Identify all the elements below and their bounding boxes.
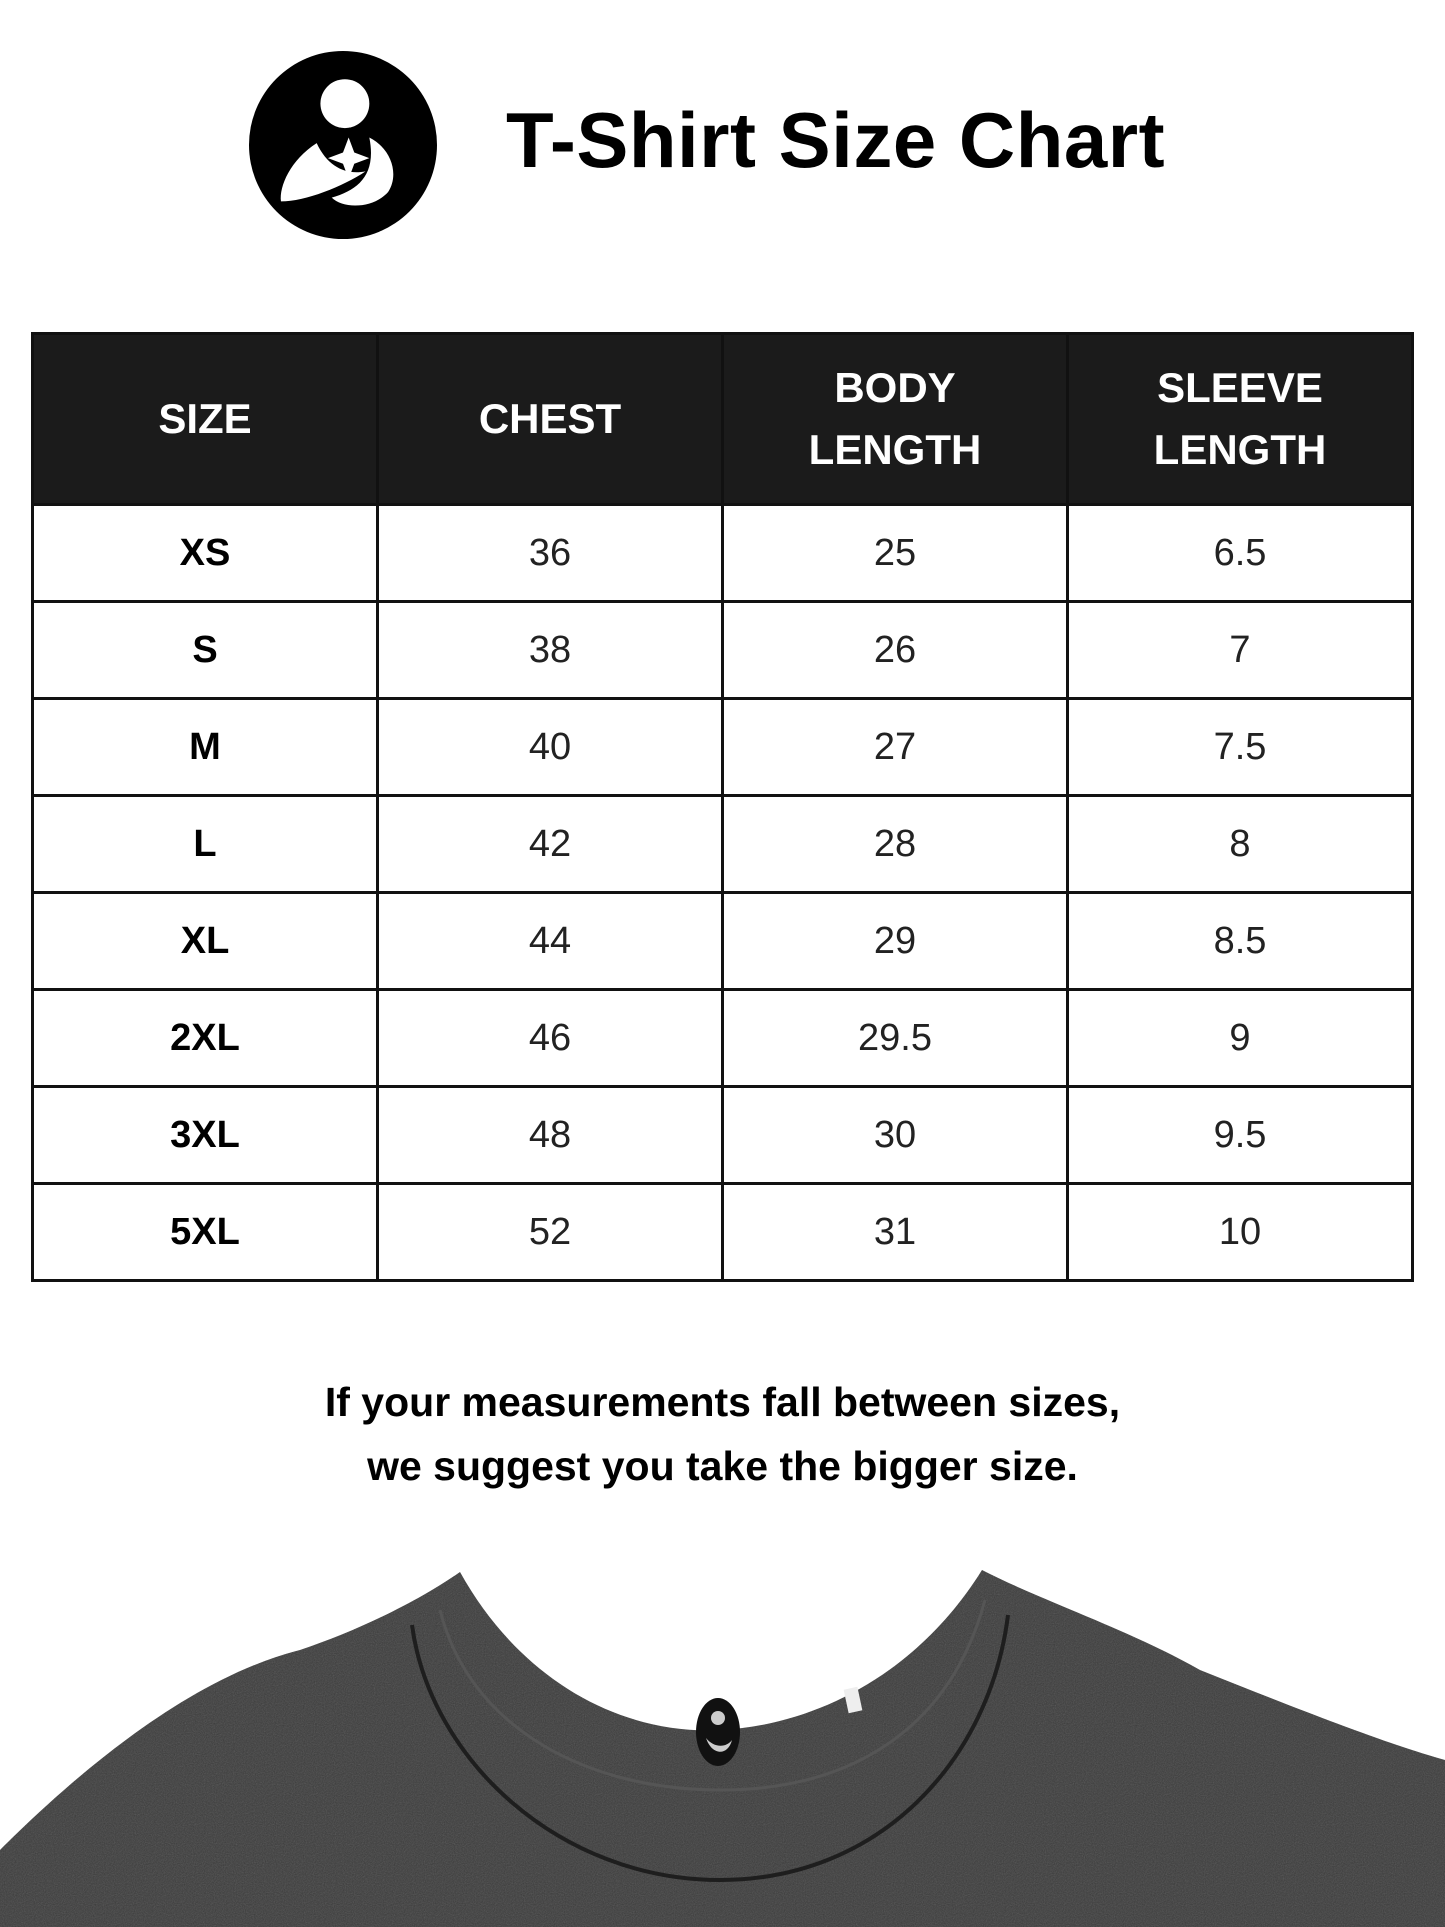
chest-cell: 52 bbox=[376, 1182, 724, 1282]
body-length-cell: 29 bbox=[721, 891, 1069, 991]
sleeve-length-cell: 6.5 bbox=[1066, 503, 1414, 603]
chest-cell: 46 bbox=[376, 988, 724, 1088]
table-header-row: SIZE CHEST BODY LENGTH SLEEVE LENGTH bbox=[31, 332, 1414, 506]
neck-logo-icon bbox=[696, 1698, 740, 1766]
chest-cell: 42 bbox=[376, 794, 724, 894]
column-header-body-length: BODY LENGTH bbox=[721, 332, 1069, 506]
table-row: 2XL 46 29.5 9 bbox=[31, 988, 1414, 1088]
sleeve-length-cell: 9.5 bbox=[1066, 1085, 1414, 1185]
table-row: M 40 27 7.5 bbox=[31, 697, 1414, 797]
body-length-cell: 30 bbox=[721, 1085, 1069, 1185]
table-row: XL 44 29 8.5 bbox=[31, 891, 1414, 991]
body-length-cell: 25 bbox=[721, 503, 1069, 603]
brand-logo-icon bbox=[249, 51, 437, 239]
size-tag bbox=[843, 1686, 863, 1714]
size-chart-table: SIZE CHEST BODY LENGTH SLEEVE LENGTH XS 36 2… bbox=[31, 332, 1414, 1282]
chest-cell: 48 bbox=[376, 1085, 724, 1185]
sizing-advice: If your measurements fall between sizes,… bbox=[0, 1370, 1445, 1498]
size-cell: M bbox=[31, 697, 379, 797]
sizing-advice-line-2: we suggest you take the bigger size. bbox=[367, 1443, 1078, 1489]
table-row: 3XL 48 30 9.5 bbox=[31, 1085, 1414, 1185]
chest-cell: 40 bbox=[376, 697, 724, 797]
header-text: LENGTH bbox=[1153, 426, 1327, 473]
sleeve-length-cell: 7.5 bbox=[1066, 697, 1414, 797]
size-cell: 5XL bbox=[31, 1182, 379, 1282]
size-cell: XL bbox=[31, 891, 379, 991]
body-length-cell: 29.5 bbox=[721, 988, 1069, 1088]
header-text: LENGTH bbox=[808, 426, 982, 473]
table-row: S 38 26 7 bbox=[31, 600, 1414, 700]
table-row: XS 36 25 6.5 bbox=[31, 503, 1414, 603]
size-cell: L bbox=[31, 794, 379, 894]
table-row: L 42 28 8 bbox=[31, 794, 1414, 894]
header-text: SIZE bbox=[158, 395, 252, 442]
column-header-sleeve-length: SLEEVE LENGTH bbox=[1066, 332, 1414, 506]
body-length-cell: 31 bbox=[721, 1182, 1069, 1282]
chest-cell: 44 bbox=[376, 891, 724, 991]
header-text: CHEST bbox=[478, 395, 622, 442]
header-text: SLEEVE bbox=[1157, 364, 1323, 411]
tshirt-image bbox=[0, 1570, 1445, 1927]
body-length-cell: 27 bbox=[721, 697, 1069, 797]
chest-cell: 36 bbox=[376, 503, 724, 603]
page-title: T-Shirt Size Chart bbox=[506, 96, 1166, 184]
size-cell: S bbox=[31, 600, 379, 700]
sleeve-length-cell: 7 bbox=[1066, 600, 1414, 700]
column-header-chest: CHEST bbox=[376, 332, 724, 506]
size-cell: 2XL bbox=[31, 988, 379, 1088]
table-row: 5XL 52 31 10 bbox=[31, 1182, 1414, 1282]
size-cell: XS bbox=[31, 503, 379, 603]
sleeve-length-cell: 8.5 bbox=[1066, 891, 1414, 991]
chest-cell: 38 bbox=[376, 600, 724, 700]
sleeve-length-cell: 10 bbox=[1066, 1182, 1414, 1282]
sizing-advice-line-1: If your measurements fall between sizes, bbox=[324, 1379, 1121, 1425]
body-length-cell: 28 bbox=[721, 794, 1069, 894]
body-length-cell: 26 bbox=[721, 600, 1069, 700]
column-header-size: SIZE bbox=[31, 332, 379, 506]
size-cell: 3XL bbox=[31, 1085, 379, 1185]
sleeve-length-cell: 8 bbox=[1066, 794, 1414, 894]
sleeve-length-cell: 9 bbox=[1066, 988, 1414, 1088]
header-text: BODY bbox=[834, 364, 956, 411]
